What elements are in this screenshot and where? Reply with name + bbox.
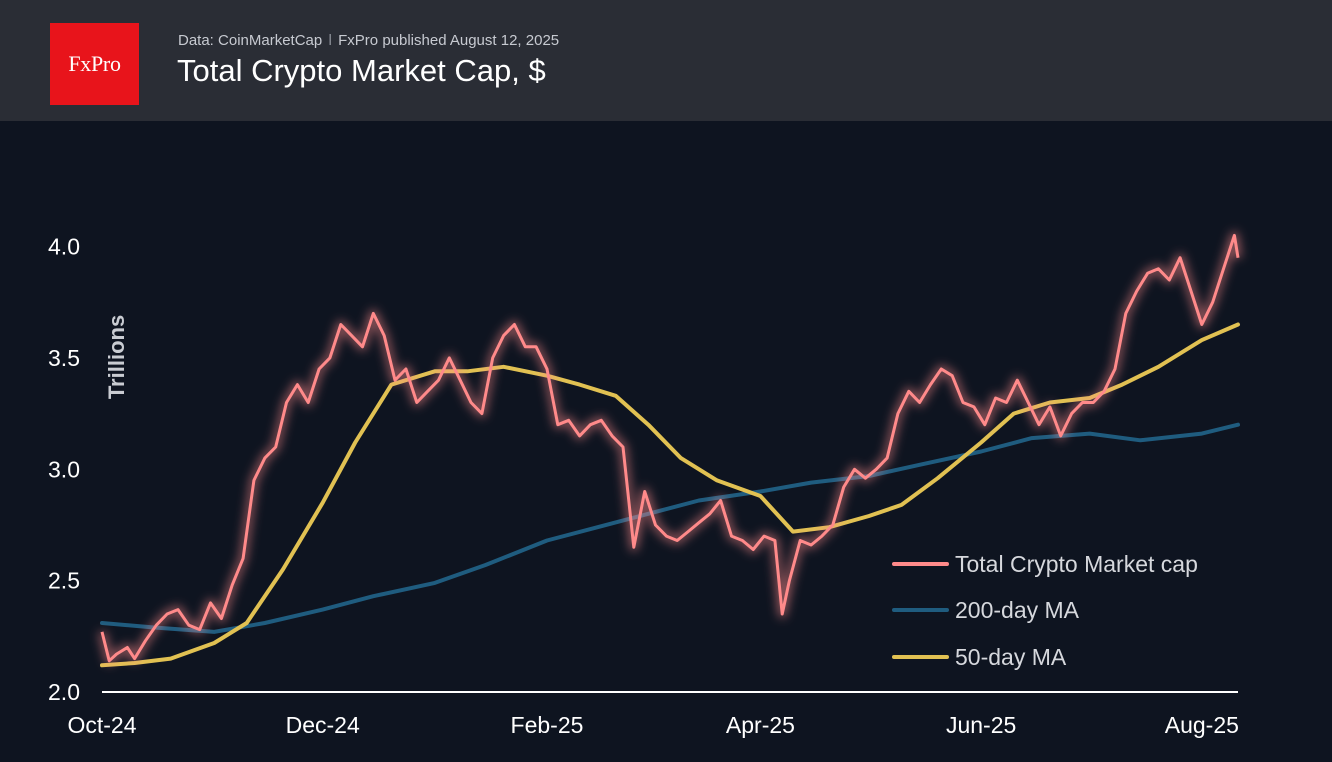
x-tick-label: Oct-24 (67, 712, 136, 738)
x-tick-label: Apr-25 (726, 712, 795, 738)
legend-200-day-ma-label: 200-day MA (955, 597, 1080, 623)
y-axis-label: Trillions (104, 315, 129, 399)
y-tick-label: 4.0 (48, 234, 80, 260)
legend-50-day-ma-label: 50-day MA (955, 644, 1067, 670)
header-bar: FxPro Data: CoinMarketCap ǀ FxPro publishe… (0, 0, 1332, 121)
x-tick-label: Aug-25 (1165, 712, 1239, 738)
series-layer (98, 231, 1242, 668)
series-line-50-day-ma (100, 322, 1240, 668)
chart-area: Trillions 2.0 2.5 3.0 3.5 4.0 Oct-24 Dec-24 Fe… (0, 121, 1332, 762)
source-line: Data: CoinMarketCap ǀ FxPro published Augu… (178, 32, 559, 49)
chart-title: Total Crypto Market Cap, $ (177, 53, 546, 88)
x-ticks: Oct-24 Dec-24 Feb-25 Apr-25 Jun-25 Aug-25 (67, 712, 1238, 738)
fxpro-logo: FxPro (50, 23, 139, 105)
series-line-total-market-cap (100, 233, 1240, 663)
legend: Total Crypto Market cap 200-day MA 50-day … (892, 551, 1198, 670)
y-tick-label: 3.5 (48, 345, 80, 371)
y-ticks: 2.0 2.5 3.0 3.5 4.0 (48, 234, 80, 705)
source-data: Data: CoinMarketCap (178, 32, 323, 49)
x-tick-label: Dec-24 (286, 712, 360, 738)
legend-total-market-cap-label: Total Crypto Market cap (955, 551, 1198, 577)
y-tick-label: 3.0 (48, 456, 80, 482)
x-tick-label: Jun-25 (946, 712, 1016, 738)
y-tick-label: 2.5 (48, 568, 80, 594)
y-tick-label: 2.0 (48, 679, 80, 705)
logo-text: FxPro (68, 51, 121, 76)
x-tick-label: Feb-25 (511, 712, 584, 738)
source-separator: ǀ (328, 32, 333, 49)
source-publisher: FxPro published August 12, 2025 (338, 32, 560, 49)
